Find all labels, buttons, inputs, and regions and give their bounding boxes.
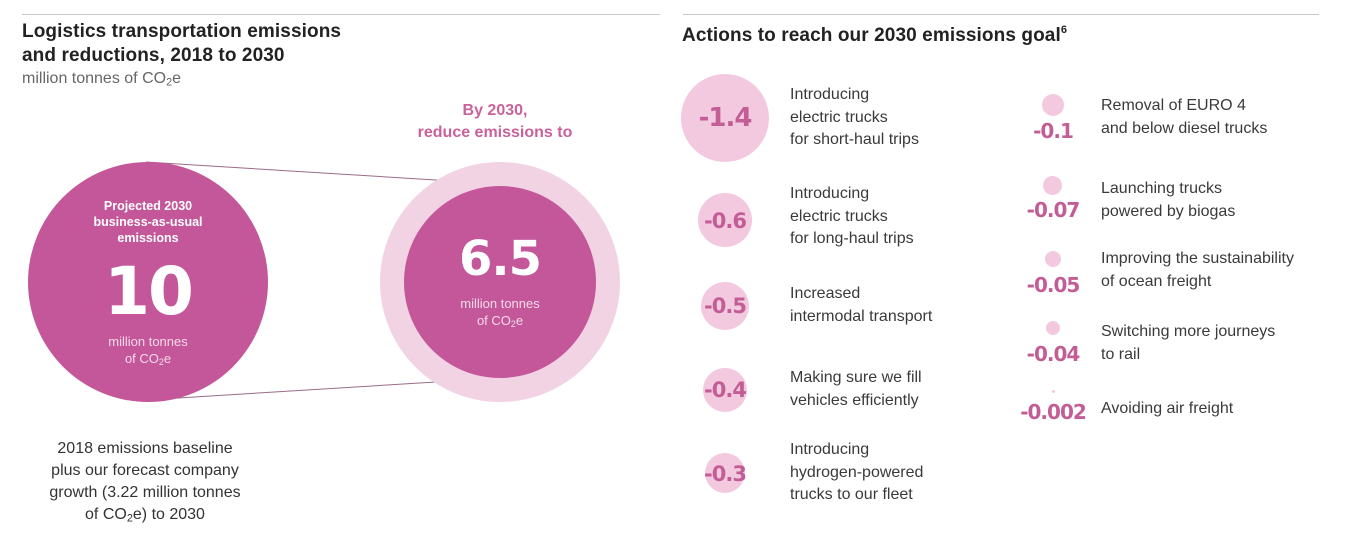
right-top-rule — [683, 14, 1319, 15]
action-label: Removal of EURO 4 and below diesel truck… — [1101, 97, 1268, 137]
action-label: Avoiding air freight — [1101, 400, 1234, 417]
left-unit-suffix: e — [172, 70, 182, 87]
target-circle — [404, 186, 596, 378]
target-unit: million tonnes of CO2e — [420, 295, 580, 333]
bau-circle — [28, 162, 268, 402]
action-bubble — [698, 193, 752, 247]
action-label: Introducing electric trucks for long-hau… — [790, 185, 914, 247]
left-title-line2: and reductions, 2018 to 2030 — [22, 45, 285, 66]
action-label: Improving the sustainability of ocean fr… — [1101, 250, 1294, 290]
right-title-text: Actions to reach our 2030 emissions goal — [682, 25, 1061, 46]
action-bubble — [1046, 321, 1060, 335]
bau-unit-suffix: e — [163, 351, 172, 366]
bau-label-line1: Projected 2030 — [103, 199, 193, 213]
action-value: -0.07 — [1026, 198, 1081, 222]
baseline-note-line2: plus our forecast company — [51, 462, 239, 479]
baseline-note-suffix: e) to 2030 — [132, 506, 205, 523]
baseline-note-line1: 2018 emissions baseline — [57, 440, 233, 457]
action-value: -0.4 — [704, 378, 747, 402]
left-unit-sub: 2 — [166, 76, 173, 89]
action-label: Launching trucks powered by biogas — [1101, 180, 1236, 220]
baseline-note: 2018 emissions baseline plus our forecas… — [20, 438, 270, 530]
action-label: Making sure we fill vehicles efficiently — [790, 369, 922, 409]
left-title: Logistics transportation emissions and r… — [22, 20, 341, 68]
target-caption: By 2030, reduce emissions to — [380, 100, 610, 144]
action-bubble — [681, 74, 769, 162]
action-bubble — [701, 282, 749, 330]
target-caption-line2: reduce emissions to — [417, 124, 573, 141]
bau-unit-line2: of CO2e — [68, 350, 228, 371]
bau-value: 10 — [104, 253, 194, 330]
action-label: Switching more journeys to rail — [1101, 323, 1276, 363]
target-unit-suffix: e — [515, 313, 524, 328]
bau-label-line3: emissions — [117, 231, 179, 245]
right-title: Actions to reach our 2030 emissions goal… — [682, 18, 1067, 48]
action-bubble — [1052, 390, 1055, 393]
bau-label-line2: business-as-usual — [93, 215, 203, 229]
action-bubble — [1045, 251, 1061, 267]
right-title-footnote: 6 — [1060, 24, 1068, 36]
action-value: -0.6 — [704, 209, 747, 233]
bau-unit-prefix: of CO — [124, 351, 159, 366]
bau-unit-line1: million tonnes — [108, 334, 188, 349]
action-value: -0.05 — [1026, 273, 1081, 297]
action-label: Increased intermodal transport — [790, 285, 933, 325]
target-value: 6.5 — [458, 231, 542, 287]
target-unit-sub: 2 — [510, 319, 516, 330]
left-top-rule — [22, 14, 660, 15]
left-unit-prefix: million tonnes of CO — [22, 70, 167, 87]
baseline-note-line3: growth (3.22 million tonnes — [49, 484, 241, 501]
action-value: -0.002 — [1020, 400, 1087, 424]
baseline-note-prefix: of CO — [85, 506, 127, 523]
action-value: -0.04 — [1026, 342, 1081, 366]
bau-unit-sub: 2 — [158, 357, 164, 368]
baseline-note-sub: 2 — [126, 512, 133, 525]
action-label: Introducing hydrogen-powered trucks to o… — [790, 441, 924, 503]
action-value: -0.3 — [704, 462, 747, 486]
action-value: -0.1 — [1033, 119, 1074, 143]
bau-label: Projected 2030 business-as-usual emissio… — [48, 198, 248, 246]
bau-unit: million tonnes of CO2e — [68, 333, 228, 371]
action-bubble — [705, 453, 745, 493]
action-bubble — [1042, 94, 1064, 116]
target-unit-line2: of CO2e — [420, 312, 580, 333]
baseline-note-line4: of CO2e) to 2030 — [20, 504, 270, 530]
action-bubble — [703, 368, 747, 412]
target-caption-line1: By 2030, — [462, 102, 528, 119]
action-label: Introducing electric trucks for short-ha… — [790, 86, 919, 148]
action-bubble — [1043, 176, 1062, 195]
left-title-line1: Logistics transportation emissions — [22, 21, 342, 42]
action-value: -1.4 — [698, 103, 753, 133]
target-unit-line1: million tonnes — [460, 296, 540, 311]
left-unit: million tonnes of CO2e — [22, 70, 181, 89]
action-value: -0.5 — [704, 294, 747, 318]
target-unit-prefix: of CO — [476, 313, 511, 328]
